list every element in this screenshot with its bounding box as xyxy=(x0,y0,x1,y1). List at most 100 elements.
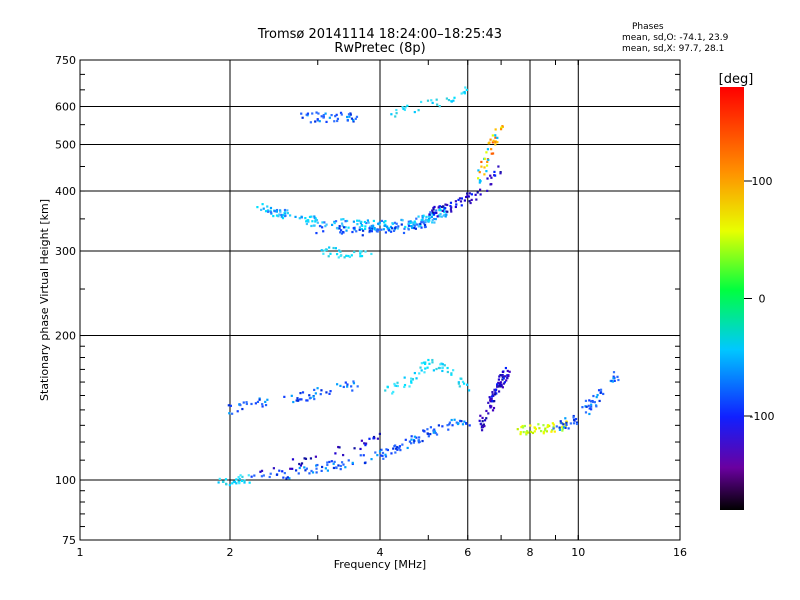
data-point xyxy=(418,436,421,439)
data-point xyxy=(352,220,356,223)
data-point xyxy=(591,400,595,403)
data-point xyxy=(346,115,349,119)
data-point xyxy=(558,426,561,429)
data-point xyxy=(561,427,564,431)
data-point xyxy=(496,136,499,139)
data-point xyxy=(313,397,316,401)
data-point xyxy=(499,381,502,384)
data-point xyxy=(359,454,362,457)
data-point xyxy=(372,225,375,228)
data-point xyxy=(481,425,485,429)
data-point xyxy=(347,459,350,462)
data-point xyxy=(419,366,422,369)
data-point xyxy=(384,453,387,456)
y-tick-label: 100 xyxy=(55,474,76,487)
data-point xyxy=(575,422,579,426)
data-point xyxy=(232,480,235,483)
data-point xyxy=(495,392,498,395)
data-point xyxy=(351,230,354,234)
data-point xyxy=(562,426,566,429)
data-point xyxy=(348,115,351,118)
data-point xyxy=(489,174,492,177)
data-point xyxy=(393,228,396,231)
data-point xyxy=(391,227,394,230)
data-point xyxy=(374,228,377,231)
data-point xyxy=(494,140,497,144)
data-point xyxy=(353,250,356,254)
data-point xyxy=(441,369,444,373)
data-point xyxy=(361,234,364,237)
data-point xyxy=(445,213,448,216)
colorbar-tick-label: 0 xyxy=(759,293,766,306)
data-point xyxy=(353,228,356,231)
data-point xyxy=(560,422,563,425)
data-point xyxy=(564,425,567,428)
data-point xyxy=(390,452,393,455)
data-point xyxy=(395,384,398,388)
data-point xyxy=(429,432,432,436)
data-point xyxy=(344,466,347,469)
data-point xyxy=(305,222,308,226)
data-point xyxy=(364,444,367,447)
data-point xyxy=(313,215,316,218)
x-axis-label: Frequency [MHz] xyxy=(334,558,426,571)
data-point xyxy=(393,382,396,386)
data-point xyxy=(308,397,312,400)
data-point xyxy=(393,221,397,224)
data-point xyxy=(351,389,354,392)
data-point xyxy=(275,214,279,217)
data-point xyxy=(340,232,343,235)
data-point xyxy=(322,113,325,117)
data-point xyxy=(483,173,486,176)
data-point xyxy=(363,220,367,224)
data-point xyxy=(435,211,438,215)
data-point xyxy=(503,375,507,378)
data-point xyxy=(356,385,359,388)
data-point xyxy=(413,439,416,443)
data-point xyxy=(238,403,241,406)
data-point xyxy=(390,113,393,116)
data-point xyxy=(585,405,588,408)
data-point xyxy=(438,105,441,108)
data-point xyxy=(487,158,490,161)
data-point xyxy=(314,392,317,395)
data-point xyxy=(413,226,416,230)
data-point xyxy=(454,205,457,209)
data-point xyxy=(590,408,593,411)
data-point xyxy=(320,249,323,252)
data-point xyxy=(298,217,301,220)
chart-title: Tromsø 20141114 18:24:00–18:25:43 xyxy=(257,27,503,42)
data-point xyxy=(269,209,272,212)
data-point xyxy=(544,427,547,430)
data-point xyxy=(261,403,264,406)
data-point xyxy=(480,165,483,168)
data-point xyxy=(599,388,603,391)
data-point xyxy=(406,446,409,450)
data-point xyxy=(553,430,556,433)
data-point xyxy=(266,209,270,212)
data-point xyxy=(352,382,356,385)
data-point xyxy=(490,397,493,400)
data-point xyxy=(561,429,564,432)
data-point xyxy=(248,481,251,484)
data-point xyxy=(441,425,444,428)
data-point xyxy=(344,226,347,229)
data-point xyxy=(393,445,396,448)
data-point xyxy=(505,379,508,382)
data-point xyxy=(266,398,269,401)
data-point xyxy=(455,421,458,424)
data-point xyxy=(461,380,465,383)
phases-line-o: mean, sd,O: -74.1, 23.9 xyxy=(622,33,729,43)
data-point xyxy=(359,255,362,258)
data-point xyxy=(478,179,481,182)
data-point xyxy=(613,379,616,382)
data-point xyxy=(297,399,300,402)
data-point xyxy=(539,429,543,433)
data-point xyxy=(376,437,380,440)
data-point xyxy=(351,461,354,464)
data-point xyxy=(529,424,532,427)
data-point xyxy=(483,419,487,422)
data-point xyxy=(391,392,394,395)
data-point xyxy=(281,470,284,473)
data-point xyxy=(426,220,430,223)
